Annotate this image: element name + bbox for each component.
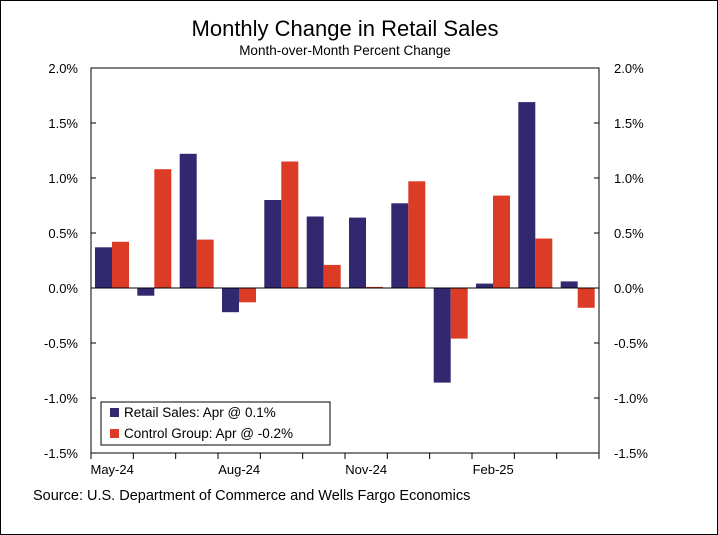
y-axis-ticks: 2.0% 2.0% 1.5% 1.5% 1.0% 1.0% 0.5% 0.5% 0.0% 0.0%… bbox=[44, 61, 648, 461]
y-tick-label-right: -1.5% bbox=[614, 446, 648, 461]
control-group-bar-apr-25 bbox=[577, 288, 595, 308]
retail-sales-bar-mar-25 bbox=[518, 102, 536, 288]
y-tick-label-left: -1.5% bbox=[44, 446, 78, 461]
legend: Retail Sales: Apr @ 0.1% Control Group: … bbox=[100, 401, 331, 446]
legend-label-retail-sales: Retail Sales: Apr @ 0.1% bbox=[124, 405, 276, 420]
y-tick-label-right: 1.0% bbox=[614, 171, 644, 186]
retail-sales-bar-jan-25 bbox=[433, 288, 451, 383]
y-tick-label-right: -1.0% bbox=[614, 391, 648, 406]
chart-subtitle: Month-over-Month Percent Change bbox=[239, 43, 451, 58]
bars-group bbox=[95, 102, 595, 383]
retail-sales-bar-may-24 bbox=[95, 247, 112, 288]
y-tick-label-right: 0.0% bbox=[614, 281, 644, 296]
y-tick-label-left: 2.0% bbox=[48, 61, 78, 76]
retail-sales-bar-jun-24 bbox=[137, 288, 155, 296]
control-group-bar-feb-25 bbox=[493, 195, 510, 288]
control-group-bar-may-24 bbox=[112, 241, 129, 288]
source-note: Source: U.S. Department of Commerce and … bbox=[33, 488, 470, 504]
retail-sales-bar-jul-24 bbox=[179, 153, 197, 288]
x-tick-label: May-24 bbox=[90, 462, 133, 477]
control-group-bar-jun-24 bbox=[154, 169, 172, 288]
control-group-bar-sep-24 bbox=[281, 161, 299, 288]
control-group-bar-mar-25 bbox=[535, 238, 553, 288]
retail-sales-bar-apr-25 bbox=[560, 281, 578, 288]
control-group-bar-dec-24 bbox=[408, 181, 426, 288]
control-group-bar-jul-24 bbox=[196, 239, 214, 288]
x-axis-ticks: May-24 Aug-24 Nov-24 Feb-25 bbox=[90, 453, 600, 477]
chart-title: Monthly Change in Retail Sales bbox=[192, 16, 499, 41]
y-tick-label-left: 0.5% bbox=[48, 226, 78, 241]
retail-sales-bar-aug-24 bbox=[222, 288, 239, 313]
retail-sales-bar-nov-24 bbox=[349, 217, 366, 288]
y-tick-label-left: -0.5% bbox=[44, 336, 78, 351]
y-tick-label-left: -1.0% bbox=[44, 391, 78, 406]
y-tick-label-left: 1.0% bbox=[48, 171, 78, 186]
retail-sales-bar-dec-24 bbox=[391, 203, 409, 288]
x-tick-label: Aug-24 bbox=[218, 462, 260, 477]
legend-box bbox=[100, 401, 331, 446]
control-group-bar-aug-24 bbox=[239, 288, 256, 303]
y-tick-label-right: 0.5% bbox=[614, 226, 644, 241]
y-tick-label-right: -0.5% bbox=[614, 336, 648, 351]
retail-sales-bar-oct-24 bbox=[306, 216, 324, 288]
retail-sales-bar-feb-25 bbox=[476, 283, 493, 288]
y-tick-label-right: 2.0% bbox=[614, 61, 644, 76]
x-tick-label: Feb-25 bbox=[473, 462, 514, 477]
legend-swatch-retail-sales bbox=[110, 408, 119, 417]
y-tick-label-right: 1.5% bbox=[614, 116, 644, 131]
x-tick-label: Nov-24 bbox=[345, 462, 387, 477]
y-tick-label-left: 1.5% bbox=[48, 116, 78, 131]
control-group-bar-oct-24 bbox=[323, 264, 341, 288]
legend-swatch-control-group bbox=[110, 429, 119, 438]
control-group-bar-jan-25 bbox=[450, 288, 468, 339]
plot-area bbox=[90, 67, 600, 454]
legend-label-control-group: Control Group: Apr @ -0.2% bbox=[124, 426, 293, 441]
control-group-bar-nov-24 bbox=[366, 286, 383, 288]
retail-sales-bar-sep-24 bbox=[264, 200, 282, 288]
y-tick-label-left: 0.0% bbox=[48, 281, 78, 296]
